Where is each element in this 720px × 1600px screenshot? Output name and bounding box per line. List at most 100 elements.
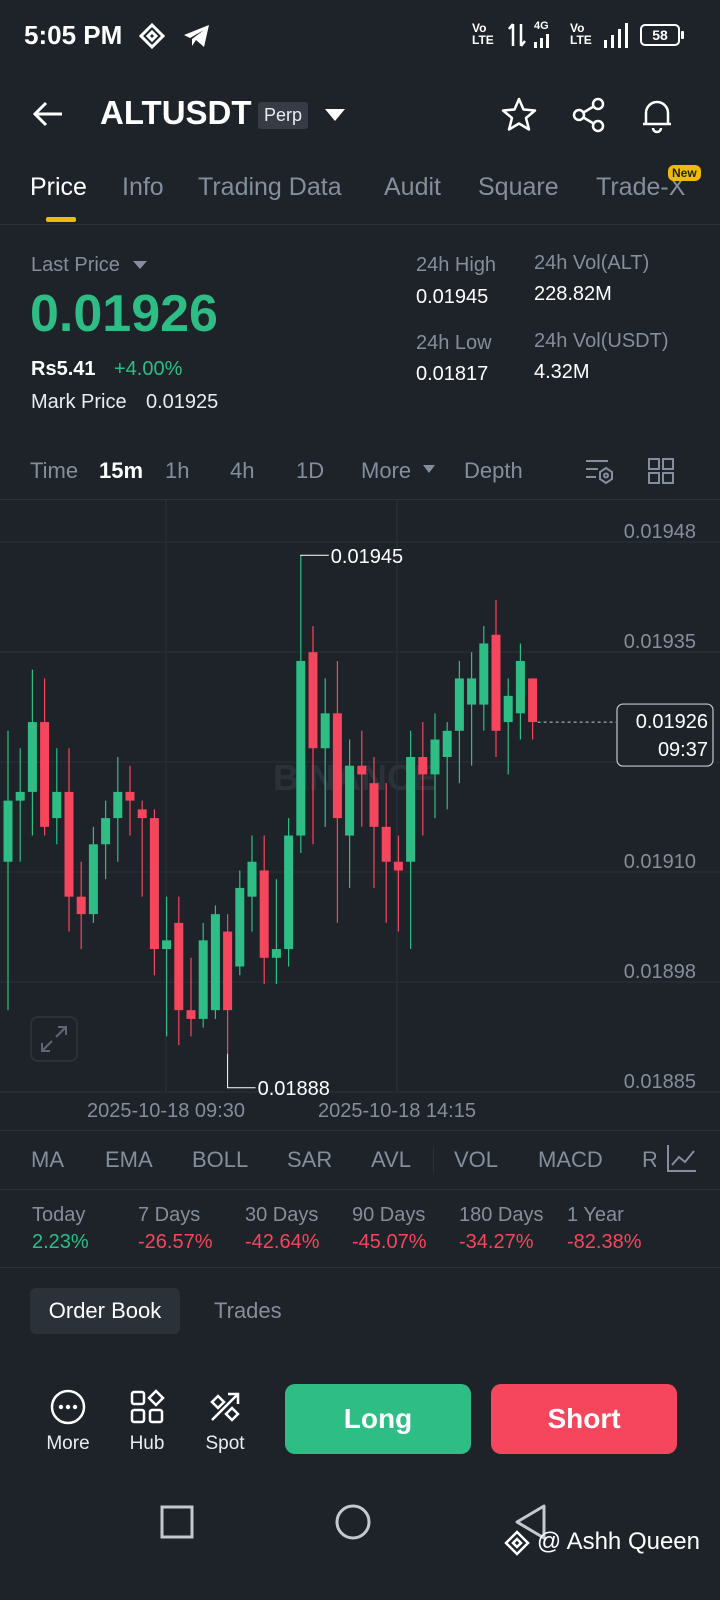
perf-value: -34.27%: [459, 1231, 534, 1253]
share-icon[interactable]: [570, 96, 608, 134]
perf-value: -82.38%: [567, 1231, 642, 1253]
interval-15m[interactable]: 15m: [99, 458, 144, 483]
candle-body: [3, 800, 13, 862]
layout-grid-icon[interactable]: [646, 456, 676, 486]
candle-body: [491, 634, 501, 731]
candle-body: [320, 713, 330, 749]
candlestick-chart[interactable]: BINANCE 0.019480.019350.019230.019100.01…: [0, 500, 720, 1125]
volte-icon-2: Vo LTE: [570, 21, 592, 47]
current-price-box[interactable]: [616, 703, 714, 767]
candle-body: [64, 791, 74, 897]
high-24h-label: 24h High: [416, 254, 497, 276]
y-tick-label: 0.01935: [624, 631, 696, 653]
back-nav-icon[interactable]: [512, 1503, 548, 1541]
indicator-vol[interactable]: VOL: [454, 1147, 499, 1172]
status-time: 5:05 PM: [24, 20, 123, 50]
spot-button[interactable]: Spot: [195, 1388, 255, 1455]
perf-7d: 7 Days -26.57%: [138, 1204, 213, 1254]
last-price-value: 0.01926: [30, 285, 218, 343]
candle-body: [406, 756, 416, 862]
fiat-price: Rs5.41: [31, 358, 96, 380]
indicator-macd[interactable]: MACD: [538, 1147, 603, 1172]
spot-swap-icon: [210, 1392, 240, 1422]
y-tick-label: 0.01948: [624, 521, 696, 543]
indicator-settings-button[interactable]: [656, 1139, 720, 1183]
vol-usdt-label: 24h Vol(USDT): [534, 330, 669, 352]
user-watermark: @ Ashh Queen: [504, 1528, 700, 1556]
long-button[interactable]: Long: [285, 1384, 471, 1454]
perf-label: 90 Days: [352, 1204, 426, 1226]
candle-body: [284, 835, 294, 950]
candle-body: [113, 791, 123, 819]
candle-body: [52, 791, 62, 819]
symbol-title[interactable]: ALTUSDT: [100, 94, 252, 131]
perf-label: 180 Days: [459, 1204, 544, 1226]
tab-trading-data[interactable]: Trading Data: [198, 173, 342, 201]
candle-body: [186, 1010, 196, 1019]
vol-alt-value: 228.82M: [534, 283, 612, 305]
candle-body: [40, 722, 50, 827]
indicator-rsi[interactable]: R: [642, 1147, 658, 1172]
more-button[interactable]: More: [38, 1388, 98, 1455]
indicator-avl[interactable]: AVL: [371, 1147, 411, 1172]
last-price-label[interactable]: Last Price: [31, 254, 120, 276]
more-caret-icon[interactable]: [422, 464, 436, 474]
bell-icon[interactable]: [638, 96, 676, 134]
indicator-sar[interactable]: SAR: [287, 1147, 333, 1172]
candle-body: [162, 940, 172, 950]
interval-time[interactable]: Time: [30, 458, 79, 483]
current-price-label: 0.01926: [636, 711, 708, 733]
interval-depth[interactable]: Depth: [464, 458, 523, 483]
recents-icon[interactable]: [160, 1505, 194, 1539]
perp-badge: Perp: [258, 102, 309, 129]
interval-more[interactable]: More: [361, 458, 412, 483]
mark-price-label: Mark Price: [31, 391, 127, 413]
interval-1h[interactable]: 1h: [165, 458, 190, 483]
tab-trades[interactable]: Trades: [214, 1298, 282, 1323]
detail-tabs: Price Info Trading Data Audit Square Tra…: [0, 165, 720, 225]
candle-body: [296, 660, 306, 836]
candle-body: [418, 756, 428, 775]
chart-settings-icon[interactable]: [584, 456, 616, 486]
hub-icon: [130, 1389, 165, 1424]
indicator-divider: [433, 1147, 434, 1173]
tab-audit[interactable]: Audit: [384, 173, 441, 201]
short-button[interactable]: Short: [491, 1384, 677, 1454]
candle-body: [235, 887, 245, 967]
battery-indicator: 58: [640, 24, 684, 46]
tab-order-book[interactable]: Order Book: [30, 1288, 180, 1334]
price-change-percent: +4.00%: [114, 358, 183, 380]
low-24h-label: 24h Low: [416, 332, 492, 354]
indicator-boll[interactable]: BOLL: [192, 1147, 249, 1172]
telegram-icon: [184, 25, 209, 47]
active-tab-indicator: [46, 217, 76, 222]
candle-body: [454, 678, 464, 731]
interval-4h[interactable]: 4h: [230, 458, 255, 483]
home-icon[interactable]: [334, 1503, 372, 1541]
tab-price[interactable]: Price: [30, 173, 87, 201]
candle-body: [259, 870, 269, 958]
star-icon[interactable]: [500, 96, 538, 134]
perf-label: 30 Days: [245, 1204, 319, 1226]
interval-1d[interactable]: 1D: [296, 458, 325, 483]
low-24h-value: 0.01817: [416, 363, 489, 385]
chevron-down-icon[interactable]: [324, 108, 346, 122]
back-arrow-icon[interactable]: [30, 96, 66, 132]
data-arrows-icon: [508, 23, 526, 47]
caret-down-icon[interactable]: [132, 260, 148, 270]
x-tick-label: 2025-10-18 09:30: [87, 1100, 245, 1122]
candle-body: [76, 896, 86, 915]
chart-canvas[interactable]: BINANCE 0.019480.019350.019230.019100.01…: [0, 500, 720, 1125]
low-marker-line: [227, 1053, 256, 1089]
hub-button[interactable]: Hub: [117, 1388, 177, 1455]
indicator-ma[interactable]: MA: [31, 1147, 64, 1172]
expand-chart-button[interactable]: [30, 1016, 78, 1062]
perf-180d: 180 Days -34.27%: [459, 1204, 544, 1254]
4g-icon: 4G: [534, 20, 549, 32]
indicator-ema[interactable]: EMA: [105, 1147, 153, 1172]
indicator-bar: MA EMA BOLL SAR AVL VOL MACD R: [0, 1130, 720, 1190]
tab-info[interactable]: Info: [122, 173, 164, 201]
candle-body: [137, 809, 147, 819]
tab-square[interactable]: Square: [478, 173, 559, 201]
vol-alt-label: 24h Vol(ALT): [534, 252, 650, 274]
